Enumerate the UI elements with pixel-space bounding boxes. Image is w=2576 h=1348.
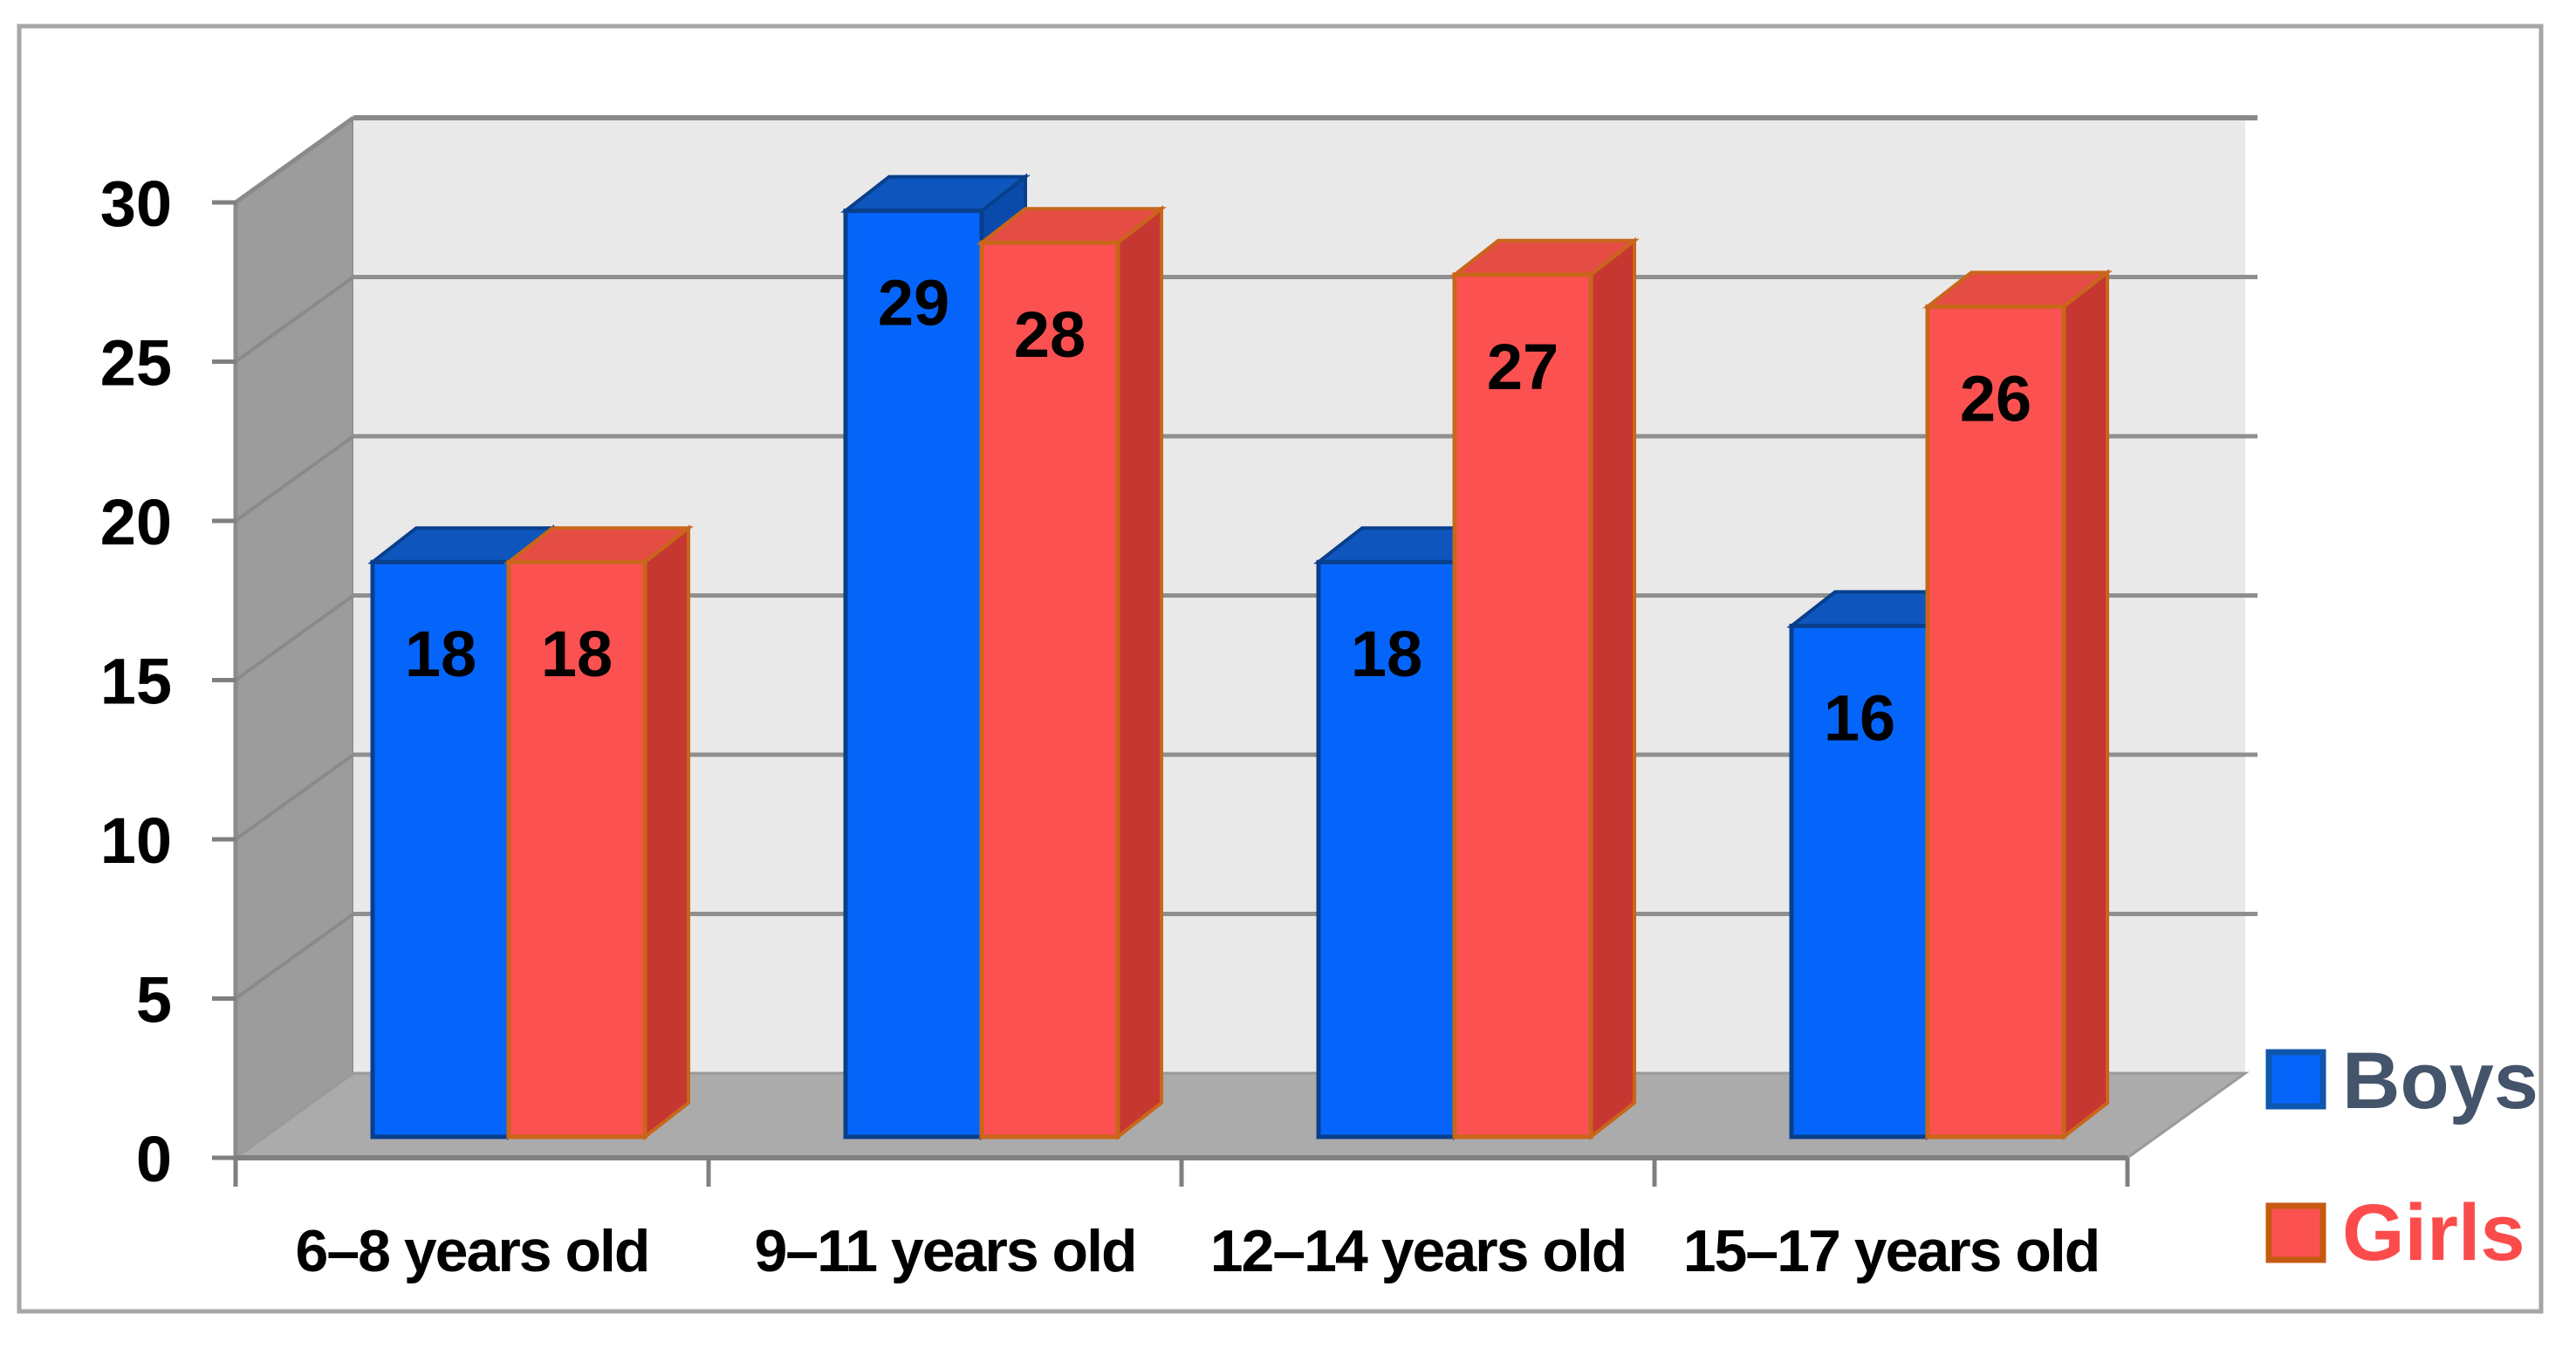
y-axis-label-5: 5: [136, 964, 172, 1037]
bar-side-face: [1116, 205, 1163, 1141]
legend-item-boys[interactable]: Boys: [2265, 1037, 2538, 1126]
data-label-girls-1: 28: [1014, 298, 1086, 371]
axis-labels: 0 5 10 15 20 25 30 6–8 years old 9–11 years old 1…: [100, 168, 2101, 1284]
legend-swatch-boys: [2265, 1049, 2326, 1110]
gridline-wall-5: [234, 912, 355, 1001]
data-label-boys-3: 16: [1824, 681, 1895, 754]
category-label-2: 12–14 years old: [1210, 1218, 1627, 1284]
data-label-boys-0: 18: [405, 618, 476, 690]
bar-side-face: [643, 524, 690, 1141]
legend: Boys Girls: [2265, 1037, 2538, 1277]
gridline-wall-20: [234, 435, 355, 523]
gridline-wall-10: [234, 753, 355, 841]
legend-item-girls[interactable]: Girls: [2265, 1188, 2525, 1277]
bar-girls-1[interactable]: 28: [976, 205, 1167, 1141]
y-axis-label-15: 15: [100, 646, 172, 718]
legend-swatch-girls: [2265, 1202, 2326, 1263]
bar-series: 18 18 29 28 18 27 16 26: [367, 173, 2113, 1141]
category-label-3: 15–17 years old: [1683, 1218, 2100, 1284]
category-label-1: 9–11 years old: [754, 1218, 1135, 1284]
bar-girls-0[interactable]: 18: [504, 524, 694, 1141]
bar-front-face: [1789, 623, 1930, 1139]
chart-border: [17, 24, 2544, 1314]
y-axis-label-25: 25: [100, 327, 172, 400]
y-axis-label-10: 10: [100, 804, 172, 877]
data-label-girls-2: 27: [1487, 331, 1559, 403]
bar-girls-3[interactable]: 26: [1922, 269, 2113, 1141]
data-label-boys-1: 29: [878, 267, 949, 339]
axes-and-ticks: [212, 200, 2130, 1187]
data-label-girls-0: 18: [541, 618, 613, 690]
bar-front-face: [979, 240, 1120, 1139]
bar-side-face: [2062, 269, 2109, 1141]
gridline-wall-30: [234, 115, 355, 205]
legend-label-boys: Boys: [2342, 1037, 2538, 1126]
y-axis-label-0: 0: [136, 1123, 172, 1195]
bar-front-face: [1452, 272, 1593, 1139]
bar-side-face: [1589, 236, 1636, 1141]
y-axis-label-20: 20: [100, 486, 172, 558]
bar-front-face: [843, 209, 984, 1139]
bar-front-face: [506, 559, 647, 1139]
bar-front-face: [370, 559, 511, 1139]
category-label-0: 6–8 years old: [296, 1218, 649, 1284]
bar-front-face: [1925, 304, 2066, 1139]
bar-front-face: [1316, 559, 1457, 1139]
gridline-wall-15: [234, 593, 355, 682]
data-label-girls-3: 26: [1960, 362, 2031, 435]
legend-label-girls: Girls: [2342, 1188, 2525, 1277]
bar-girls-2[interactable]: 27: [1449, 236, 1640, 1141]
y-axis-label-30: 30: [100, 168, 172, 240]
data-label-boys-2: 18: [1351, 618, 1422, 690]
gridline-wall-25: [234, 275, 355, 364]
